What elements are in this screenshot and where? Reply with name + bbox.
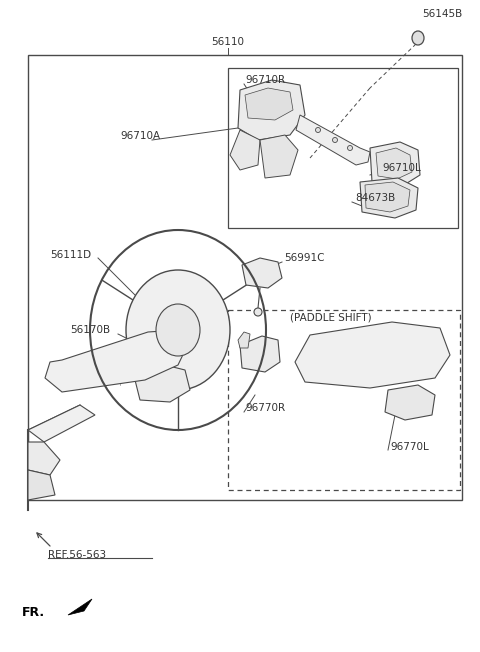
Polygon shape <box>28 470 55 500</box>
Polygon shape <box>45 330 190 392</box>
Text: (PADDLE SHIFT): (PADDLE SHIFT) <box>290 313 372 323</box>
Text: FR.: FR. <box>22 606 45 619</box>
Text: 96770R: 96770R <box>245 403 285 413</box>
Text: 56991C: 56991C <box>284 253 324 263</box>
Bar <box>28 55 462 500</box>
Text: 84673B: 84673B <box>355 193 395 203</box>
Text: 56170B: 56170B <box>70 325 110 335</box>
Polygon shape <box>242 258 282 288</box>
Bar <box>228 310 460 490</box>
Text: 96710A: 96710A <box>120 131 160 141</box>
Polygon shape <box>370 142 420 185</box>
Polygon shape <box>238 332 250 348</box>
Ellipse shape <box>126 270 230 390</box>
Polygon shape <box>385 385 435 420</box>
Polygon shape <box>260 135 298 178</box>
Ellipse shape <box>315 128 321 132</box>
Polygon shape <box>245 88 293 120</box>
Ellipse shape <box>348 145 352 151</box>
Polygon shape <box>295 322 450 388</box>
Polygon shape <box>240 336 280 372</box>
Polygon shape <box>238 80 305 140</box>
Text: 56111D: 56111D <box>50 250 91 260</box>
Polygon shape <box>28 442 60 475</box>
Text: 56145B: 56145B <box>422 9 462 19</box>
Polygon shape <box>360 178 418 218</box>
Ellipse shape <box>254 308 262 316</box>
Bar <box>228 68 458 228</box>
Ellipse shape <box>333 138 337 143</box>
Polygon shape <box>230 130 260 170</box>
Polygon shape <box>376 148 412 179</box>
Text: 96710L: 96710L <box>382 163 421 173</box>
Text: 96710R: 96710R <box>245 75 285 85</box>
Polygon shape <box>28 405 95 442</box>
Ellipse shape <box>156 304 200 356</box>
Ellipse shape <box>412 31 424 45</box>
Text: 56110: 56110 <box>212 37 244 47</box>
Polygon shape <box>365 182 410 212</box>
Polygon shape <box>296 115 370 165</box>
Polygon shape <box>68 599 92 615</box>
Text: REF.56-563: REF.56-563 <box>48 550 106 560</box>
Polygon shape <box>135 365 190 402</box>
Text: 96770L: 96770L <box>390 442 429 452</box>
